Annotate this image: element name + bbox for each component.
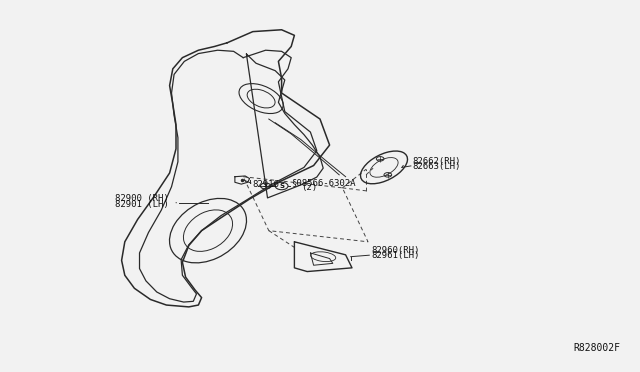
Text: S: S xyxy=(279,183,284,189)
Text: 82662(RH): 82662(RH) xyxy=(413,157,461,166)
Text: 82901 (LH): 82901 (LH) xyxy=(115,200,169,209)
Text: (2): (2) xyxy=(301,183,317,192)
Text: 82961(LH): 82961(LH) xyxy=(371,251,420,260)
Text: 82960(RH): 82960(RH) xyxy=(371,246,420,255)
Text: §08566-6302A: §08566-6302A xyxy=(291,178,356,187)
Text: R828002F: R828002F xyxy=(574,343,621,353)
Text: 82663(LH): 82663(LH) xyxy=(413,162,461,171)
Text: 82916: 82916 xyxy=(253,180,280,189)
Text: 82900 (RH): 82900 (RH) xyxy=(115,194,169,203)
